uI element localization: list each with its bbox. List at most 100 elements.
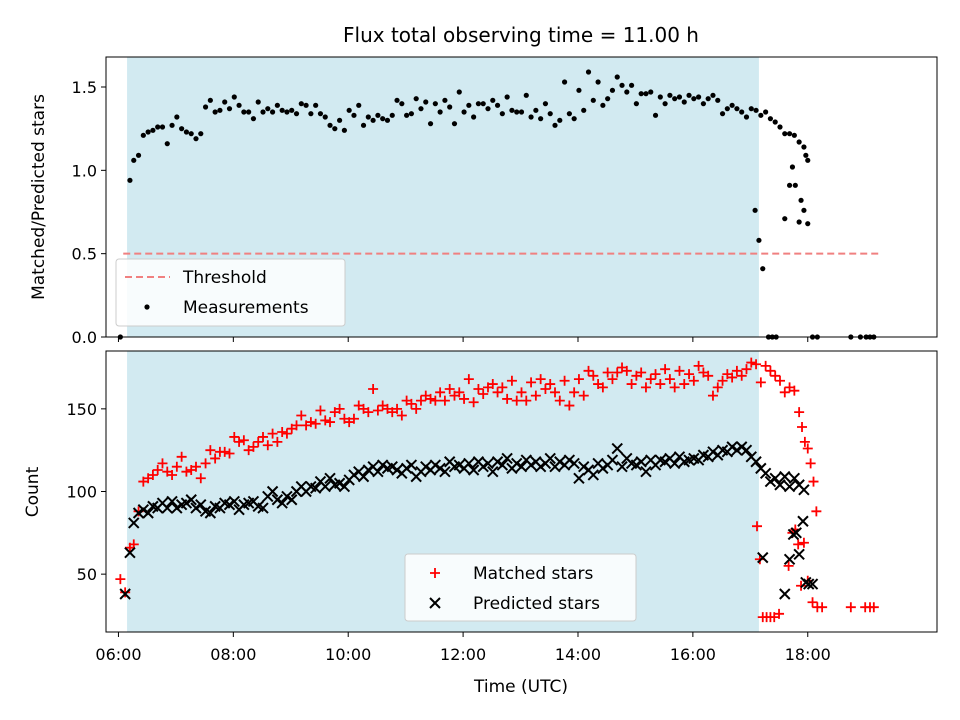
predicted-stars-point bbox=[707, 446, 719, 458]
measurements-point bbox=[332, 126, 338, 132]
matched-stars-point bbox=[526, 377, 537, 388]
legend-measurements-label: Measurements bbox=[183, 298, 309, 318]
measurements-point bbox=[514, 109, 520, 115]
y-tick-label: 100 bbox=[66, 483, 97, 502]
matched-stars-point bbox=[267, 428, 278, 439]
matched-stars-point bbox=[578, 390, 589, 401]
matched-stars-point bbox=[372, 405, 383, 416]
predicted-stars-point bbox=[640, 465, 652, 478]
measurements-point bbox=[370, 117, 376, 123]
measurements-point bbox=[801, 207, 807, 213]
measurements-point bbox=[423, 99, 429, 105]
measurements-point bbox=[490, 97, 496, 103]
measurements-point bbox=[231, 94, 237, 100]
measurements-point bbox=[466, 102, 472, 108]
measurements-point bbox=[760, 266, 766, 272]
predicted-stars-point bbox=[806, 578, 819, 590]
measurements-point bbox=[198, 131, 204, 137]
measurements-point bbox=[724, 106, 730, 112]
matched-stars-point bbox=[794, 407, 805, 418]
matched-stars-point bbox=[752, 521, 763, 532]
matched-stars-point bbox=[626, 379, 637, 390]
measurements-point bbox=[681, 99, 687, 105]
measurements-point bbox=[226, 106, 233, 112]
y-tick-label: 1.5 bbox=[72, 78, 97, 97]
predicted-stars-point bbox=[491, 456, 504, 468]
matched-stars-point bbox=[291, 420, 302, 431]
predicted-stars-point bbox=[534, 460, 547, 473]
measurements-point bbox=[803, 152, 809, 158]
measurements-point bbox=[748, 106, 754, 112]
measurements-point bbox=[174, 114, 180, 120]
predicted-stars-point bbox=[482, 457, 494, 470]
measurements-point bbox=[255, 99, 261, 105]
measurements-point bbox=[246, 109, 252, 115]
measurements-point bbox=[705, 96, 711, 102]
y-tick-label: 1.0 bbox=[72, 161, 97, 180]
measurements-point bbox=[327, 122, 333, 128]
matched-stars-point bbox=[463, 374, 474, 385]
bottom-y-axis-label: Count bbox=[23, 466, 43, 517]
measurements-point bbox=[638, 91, 644, 97]
matched-stars-point bbox=[712, 382, 723, 393]
measurements-point bbox=[222, 99, 228, 105]
matched-stars-point bbox=[468, 397, 479, 408]
measurements-point bbox=[384, 117, 391, 123]
predicted-stars-point bbox=[362, 464, 375, 476]
measurements-point bbox=[155, 124, 161, 130]
measurements-point bbox=[686, 92, 692, 98]
matched-stars-point bbox=[511, 395, 522, 406]
x-tick-label: 06:00 bbox=[95, 645, 141, 664]
matched-stars-point bbox=[200, 458, 211, 469]
predicted-stars-point bbox=[563, 454, 576, 466]
matched-stars-point bbox=[621, 365, 632, 376]
predicted-stars-point bbox=[467, 464, 480, 476]
measurements-point bbox=[528, 114, 534, 120]
measurements-point bbox=[743, 114, 750, 120]
measurements-point bbox=[308, 111, 314, 117]
measurements-point bbox=[710, 92, 716, 98]
predicted-stars-point bbox=[630, 459, 643, 471]
predicted-stars-point bbox=[266, 485, 279, 498]
matched-stars-point bbox=[506, 375, 517, 386]
predicted-stars-point bbox=[511, 457, 523, 470]
predicted-stars-point bbox=[611, 442, 623, 455]
measurements-point bbox=[179, 126, 185, 132]
measurements-point bbox=[150, 127, 156, 133]
predicted-stars-point bbox=[372, 465, 384, 478]
legend-box bbox=[404, 553, 637, 622]
measurements-point bbox=[131, 157, 137, 163]
measurements-point bbox=[557, 117, 563, 123]
matched-stars-point bbox=[258, 431, 269, 442]
matched-stars-point bbox=[731, 365, 742, 376]
predicted-stars-point bbox=[190, 502, 202, 514]
matched-stars-point bbox=[535, 374, 546, 385]
matched-stars-point bbox=[597, 382, 608, 393]
matched-stars-point bbox=[564, 400, 575, 411]
measurements-point bbox=[365, 114, 371, 120]
predicted-stars-point bbox=[597, 462, 609, 475]
predicted-stars-point bbox=[487, 465, 499, 478]
predicted-stars-point bbox=[798, 484, 810, 496]
top-y-axis-label: Matched/Predicted stars bbox=[29, 94, 49, 300]
measurements-point bbox=[456, 89, 462, 95]
predicted-stars-point bbox=[774, 479, 786, 491]
matched-stars-point bbox=[415, 395, 426, 406]
measurements-point bbox=[447, 104, 453, 110]
matched-stars-point bbox=[368, 384, 379, 395]
measurements-point bbox=[127, 177, 133, 183]
matched-stars-point bbox=[845, 602, 856, 613]
predicted-stars-point bbox=[195, 499, 207, 511]
y-tick-label: 0.0 bbox=[72, 328, 97, 347]
measurements-point bbox=[628, 82, 635, 88]
measurements-point bbox=[413, 96, 419, 102]
measurements-point bbox=[619, 82, 625, 88]
measurements-point bbox=[590, 97, 596, 103]
measurements-point bbox=[786, 182, 793, 188]
matched-stars-point bbox=[569, 387, 580, 398]
measurements-point bbox=[336, 117, 343, 123]
predicted-stars-point bbox=[731, 444, 743, 456]
measurements-point bbox=[552, 122, 558, 128]
measurements-point bbox=[767, 116, 774, 122]
matched-stars-point bbox=[190, 461, 201, 472]
